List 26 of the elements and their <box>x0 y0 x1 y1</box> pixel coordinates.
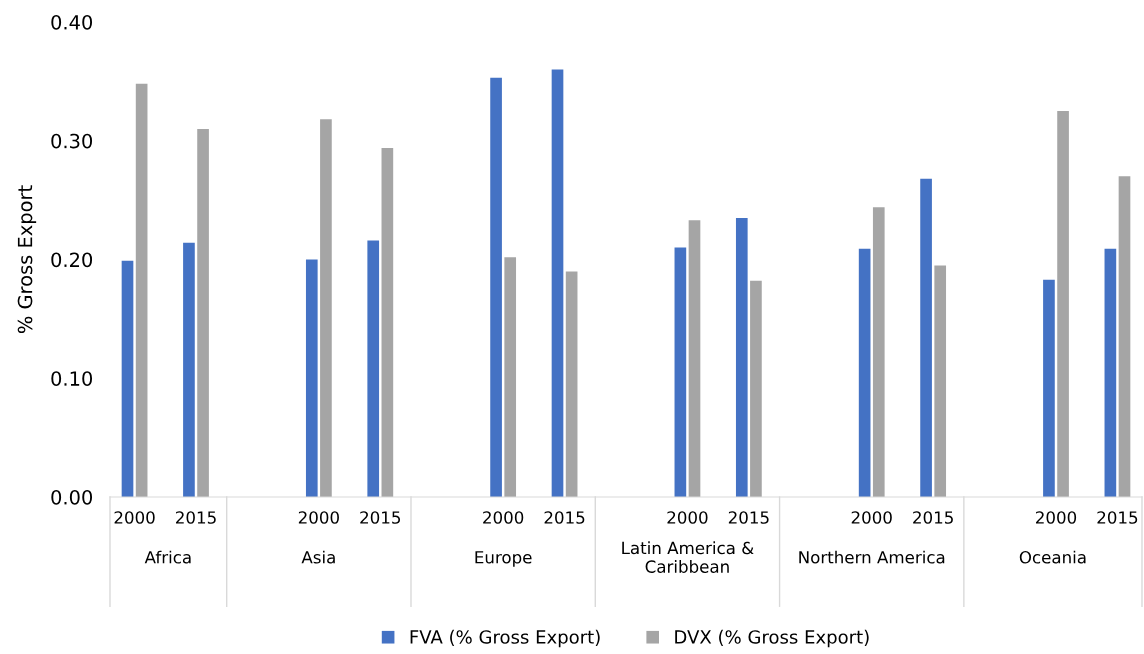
x-tick-label: 2000 <box>667 511 708 524</box>
x-tick-label: 2000 <box>483 511 524 524</box>
x-tick-label: 2015 <box>1097 511 1138 524</box>
y-tick-label: 0.40 <box>51 14 93 30</box>
x-tick-label: 2015 <box>360 511 401 524</box>
text: Africa <box>144 550 191 564</box>
text: Europe <box>475 551 532 567</box>
y-tick-label: 0.10 <box>51 371 93 386</box>
text: Latin America & Caribbean <box>622 541 754 573</box>
x-tick-label: 2000 <box>851 511 892 524</box>
text: Asia <box>301 550 335 564</box>
x-tick-label: 2015 <box>728 511 769 524</box>
legend-label: DVX (% Gross Export) <box>675 629 869 648</box>
y-tick-label: 0.30 <box>51 133 93 149</box>
legend-label: FVA (% Gross Export) <box>410 629 600 648</box>
x-tick-label: 2000 <box>298 511 339 524</box>
x-tick-label: 2000 <box>114 511 155 524</box>
x-tick-label: 2015 <box>913 511 953 524</box>
x-tick-label: 2015 <box>176 511 216 524</box>
x-tick-label: 2000 <box>1036 511 1077 524</box>
y-tick-label: 0.00 <box>51 489 93 505</box>
x-tick-label: 2015 <box>544 511 585 524</box>
y-tick-label: 0.20 <box>51 252 93 268</box>
y-axis-title: % Gross Export <box>17 185 37 334</box>
text: Oceania <box>1019 550 1086 564</box>
text: Northern America <box>799 550 945 564</box>
